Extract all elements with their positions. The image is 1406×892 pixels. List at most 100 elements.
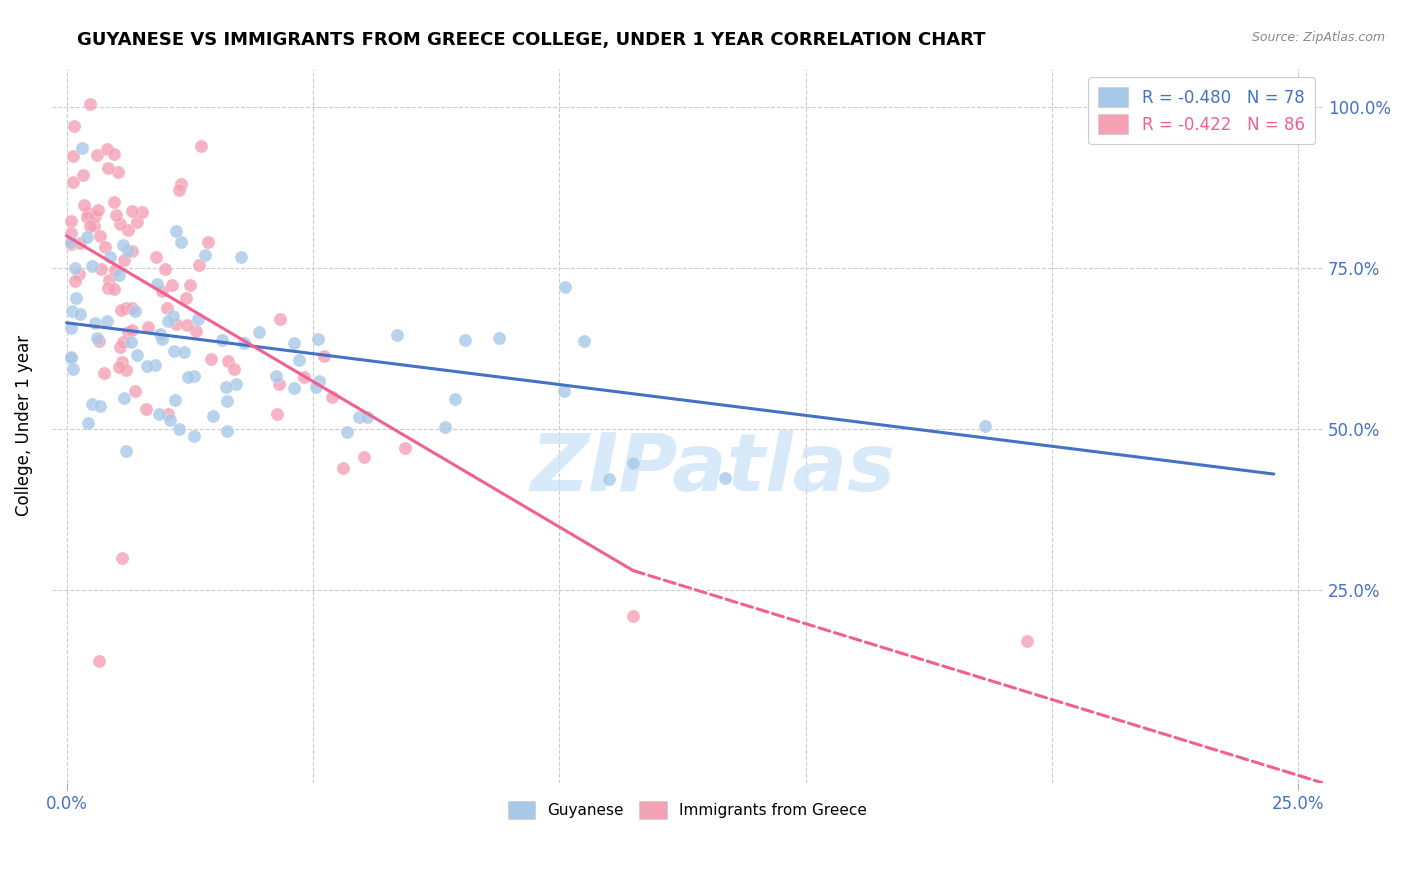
Point (79, 219, 101, 233)
Point (321, 390, 343, 404)
Point (112, 334, 135, 349)
Point (160, 277, 183, 292)
Point (150, 332, 173, 346)
Point (186, 324, 208, 338)
Point (217, 424, 239, 438)
Point (93, 367, 115, 381)
Point (121, 244, 143, 259)
Point (108, 217, 131, 231)
Point (117, 325, 139, 339)
Point (89, 229, 111, 244)
Point (60, 235, 83, 249)
Point (76, 230, 98, 244)
Point (217, 353, 239, 368)
Point (215, 380, 238, 394)
Text: Source: ZipAtlas.com: Source: ZipAtlas.com (1251, 31, 1385, 45)
Point (76, 206, 98, 220)
Point (80, 396, 103, 410)
Point (187, 258, 209, 272)
Point (288, 353, 311, 368)
Point (148, 407, 170, 421)
Point (62, 149, 84, 163)
Legend: Guyanese, Immigrants from Greece: Guyanese, Immigrants from Greece (502, 795, 873, 825)
Point (394, 442, 416, 456)
Point (217, 394, 239, 409)
Point (553, 384, 575, 399)
Point (170, 235, 193, 250)
Point (165, 317, 187, 331)
Point (117, 244, 139, 259)
Point (149, 326, 172, 341)
Point (353, 450, 375, 465)
Point (332, 461, 354, 475)
Point (179, 277, 201, 292)
Point (86, 331, 108, 345)
Point (63, 260, 86, 275)
Point (356, 409, 378, 424)
Point (94, 240, 117, 254)
Point (264, 369, 287, 384)
Point (89, 654, 111, 668)
Point (136, 359, 159, 373)
Point (97, 161, 120, 176)
Point (60, 321, 83, 335)
Point (177, 369, 200, 384)
Point (150, 284, 173, 298)
Point (336, 425, 359, 439)
Point (621, 456, 644, 470)
Point (84, 210, 107, 224)
Point (60, 236, 83, 251)
Point (292, 370, 315, 384)
Point (107, 164, 129, 178)
Point (232, 335, 254, 350)
Point (136, 320, 159, 334)
Text: ZIPatlas: ZIPatlas (530, 430, 896, 508)
Point (173, 344, 195, 359)
Point (70, 141, 93, 155)
Point (104, 208, 127, 222)
Point (117, 223, 139, 237)
Point (111, 550, 134, 565)
Point (157, 407, 180, 421)
Point (98, 273, 121, 287)
Point (176, 318, 198, 332)
Point (114, 444, 136, 458)
Point (183, 368, 205, 383)
Point (63, 274, 86, 288)
Point (269, 376, 291, 391)
Point (98, 250, 121, 264)
Point (76, 210, 98, 224)
Point (714, 471, 737, 485)
Point (111, 355, 134, 369)
Point (488, 331, 510, 345)
Point (83, 219, 105, 233)
Point (120, 335, 142, 350)
Point (84, 317, 107, 331)
Point (87, 202, 110, 217)
Point (283, 380, 305, 394)
Point (211, 334, 233, 348)
Point (162, 309, 184, 323)
Point (163, 343, 186, 358)
Point (974, 419, 997, 434)
Point (266, 408, 288, 422)
Point (97, 281, 120, 295)
Point (121, 323, 143, 337)
Point (80, 260, 103, 274)
Point (202, 409, 225, 423)
Point (283, 335, 305, 350)
Point (112, 391, 135, 405)
Text: GUYANESE VS IMMIGRANTS FROM GREECE COLLEGE, UNDER 1 YEAR CORRELATION CHART: GUYANESE VS IMMIGRANTS FROM GREECE COLLE… (77, 31, 986, 49)
Point (69, 235, 91, 250)
Point (60, 226, 83, 240)
Point (143, 358, 166, 372)
Point (72, 168, 94, 182)
Point (121, 301, 143, 316)
Point (200, 352, 222, 367)
Point (554, 280, 576, 294)
Point (108, 340, 131, 354)
Point (307, 332, 329, 346)
Point (269, 311, 291, 326)
Point (86, 148, 108, 162)
Point (135, 401, 157, 416)
